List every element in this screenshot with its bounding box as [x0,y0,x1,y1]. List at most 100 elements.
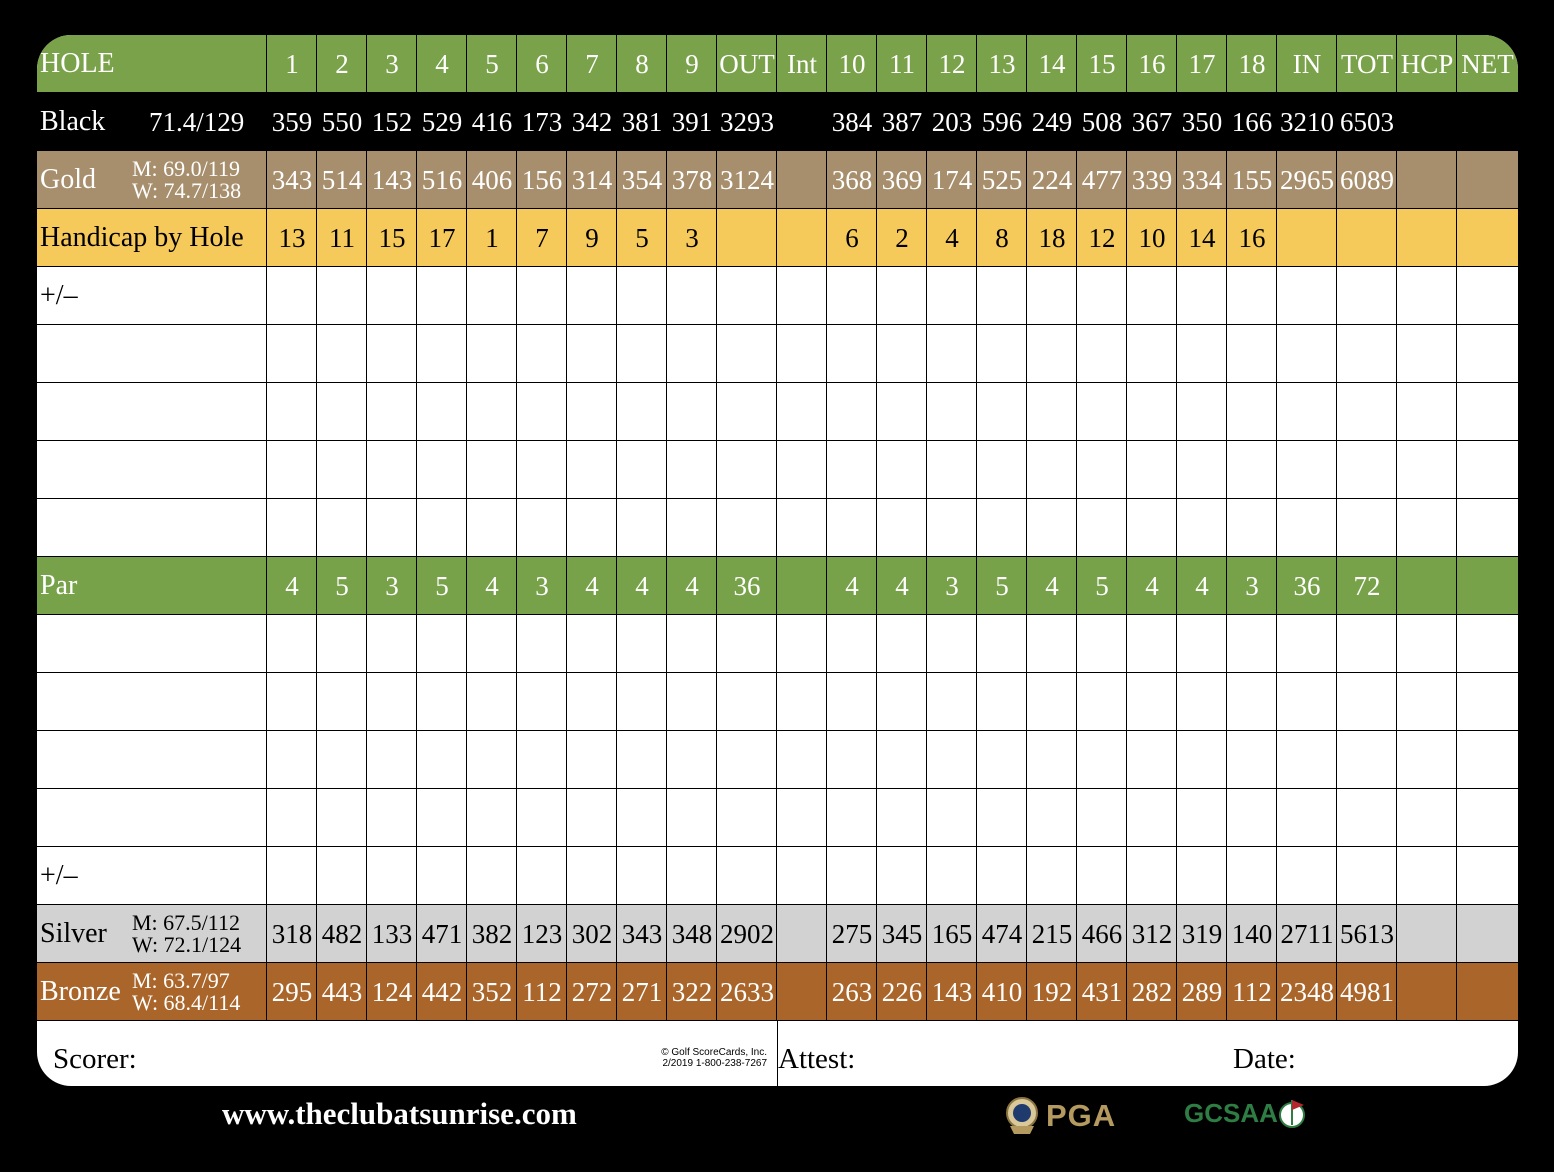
cell-18[interactable] [1227,267,1277,325]
cell-tot[interactable] [1337,325,1397,383]
cell-6[interactable] [517,615,567,673]
cell-9[interactable] [667,325,717,383]
cell-3[interactable] [367,267,417,325]
cell-17[interactable] [1177,789,1227,847]
cell-4[interactable] [417,789,467,847]
cell-net[interactable] [1457,731,1518,789]
cell-17[interactable] [1177,731,1227,789]
cell-14[interactable] [1027,325,1077,383]
cell-8[interactable] [617,267,667,325]
cell-17[interactable] [1177,441,1227,499]
cell-int[interactable] [777,441,827,499]
cell-1[interactable] [267,847,317,905]
cell-6[interactable] [517,383,567,441]
cell-5[interactable] [467,325,517,383]
cell-16[interactable] [1127,789,1177,847]
cell-1[interactable] [267,615,317,673]
cell-in[interactable] [1277,673,1337,731]
cell-8[interactable] [617,441,667,499]
cell-in[interactable] [1277,789,1337,847]
cell-2[interactable] [317,325,367,383]
cell-hcp[interactable] [1397,673,1457,731]
cell-hcp[interactable] [1397,789,1457,847]
cell-17[interactable] [1177,847,1227,905]
cell-hcp[interactable] [1397,441,1457,499]
cell-5[interactable] [467,383,517,441]
cell-10[interactable] [827,789,877,847]
cell-in[interactable] [1277,383,1337,441]
cell-16[interactable] [1127,325,1177,383]
cell-2[interactable] [317,789,367,847]
cell-18[interactable] [1227,499,1277,557]
cell-7[interactable] [567,847,617,905]
cell-13[interactable] [977,789,1027,847]
cell-4[interactable] [417,267,467,325]
cell-15[interactable] [1077,673,1127,731]
cell-in[interactable] [1277,499,1337,557]
cell-13[interactable] [977,847,1027,905]
cell-12[interactable] [927,615,977,673]
cell-6[interactable] [517,441,567,499]
cell-5[interactable] [467,441,517,499]
cell-18[interactable] [1227,731,1277,789]
cell-15[interactable] [1077,789,1127,847]
cell-10[interactable] [827,441,877,499]
cell-3[interactable] [367,673,417,731]
cell-8[interactable] [617,789,667,847]
cell-tot[interactable] [1337,847,1397,905]
cell-7[interactable] [567,325,617,383]
cell-12[interactable] [927,441,977,499]
cell-in[interactable] [1277,731,1337,789]
cell-hcp[interactable] [1397,615,1457,673]
cell-11[interactable] [877,499,927,557]
cell-12[interactable] [927,673,977,731]
cell-8[interactable] [617,847,667,905]
cell-17[interactable] [1177,267,1227,325]
cell-14[interactable] [1027,615,1077,673]
cell-15[interactable] [1077,267,1127,325]
cell-3[interactable] [367,615,417,673]
cell-11[interactable] [877,731,927,789]
cell-tot[interactable] [1337,441,1397,499]
cell-9[interactable] [667,441,717,499]
cell-12[interactable] [927,383,977,441]
cell-tot[interactable] [1337,789,1397,847]
cell-16[interactable] [1127,847,1177,905]
cell-8[interactable] [617,499,667,557]
cell-5[interactable] [467,499,517,557]
cell-11[interactable] [877,383,927,441]
cell-11[interactable] [877,325,927,383]
cell-13[interactable] [977,441,1027,499]
cell-11[interactable] [877,441,927,499]
cell-tot[interactable] [1337,673,1397,731]
cell-14[interactable] [1027,267,1077,325]
cell-int[interactable] [777,615,827,673]
cell-15[interactable] [1077,731,1127,789]
cell-3[interactable] [367,325,417,383]
cell-5[interactable] [467,615,517,673]
cell-3[interactable] [367,731,417,789]
cell-tot[interactable] [1337,615,1397,673]
cell-7[interactable] [567,383,617,441]
cell-6[interactable] [517,789,567,847]
cell-14[interactable] [1027,383,1077,441]
cell-5[interactable] [467,267,517,325]
cell-int[interactable] [777,499,827,557]
cell-15[interactable] [1077,383,1127,441]
cell-6[interactable] [517,267,567,325]
cell-7[interactable] [567,789,617,847]
cell-14[interactable] [1027,441,1077,499]
cell-in[interactable] [1277,847,1337,905]
cell-5[interactable] [467,789,517,847]
cell-2[interactable] [317,383,367,441]
cell-15[interactable] [1077,615,1127,673]
cell-out[interactable] [717,499,777,557]
cell-hcp[interactable] [1397,847,1457,905]
cell-2[interactable] [317,615,367,673]
cell-1[interactable] [267,731,317,789]
cell-tot[interactable] [1337,383,1397,441]
cell-13[interactable] [977,325,1027,383]
cell-18[interactable] [1227,441,1277,499]
cell-2[interactable] [317,499,367,557]
cell-10[interactable] [827,383,877,441]
